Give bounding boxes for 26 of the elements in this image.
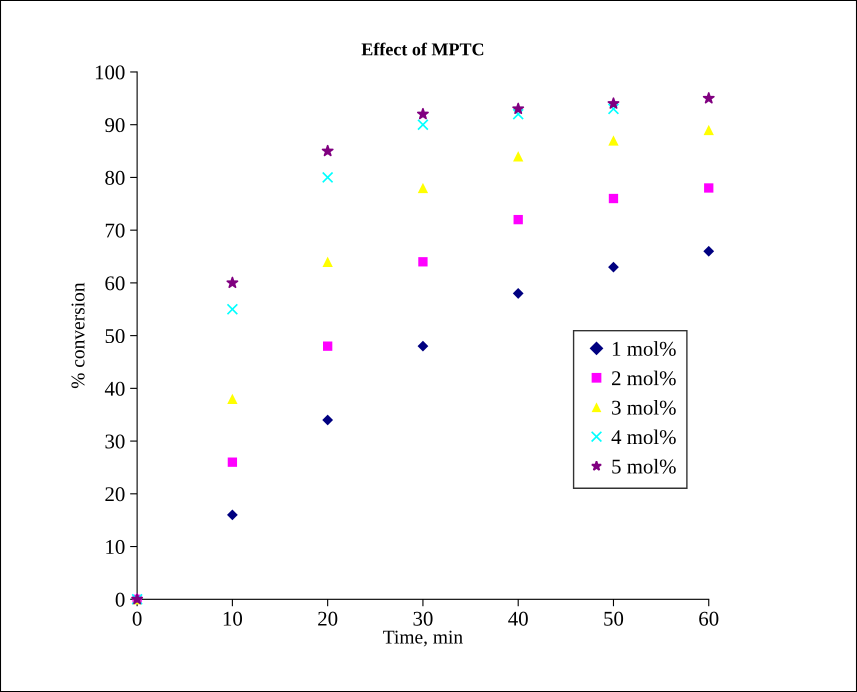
x-tick-label: 10 <box>224 612 242 626</box>
x-tick-label: 20 <box>318 612 338 626</box>
x-tick-label: 50 <box>604 612 624 626</box>
x-tick-label: 30 <box>414 612 433 626</box>
y-tick-label: 10 <box>106 540 125 554</box>
legend-label: 5 mol% <box>612 458 676 474</box>
y-tick-label: 20 <box>105 487 125 502</box>
x-tick-label: 0 <box>132 612 142 626</box>
y-tick-label: 90 <box>105 118 125 132</box>
legend-label: 1 mol% <box>612 341 676 356</box>
y-tick-label: 70 <box>106 224 125 238</box>
legend-label: 3 mol% <box>612 400 676 415</box>
x-axis-title: Time, min <box>383 630 463 646</box>
y-tick-label: 100 <box>96 65 125 80</box>
legend-label: 4 mol% <box>611 429 676 444</box>
x-tick-label: 40 <box>508 612 528 626</box>
y-tick-label: 60 <box>105 276 125 290</box>
y-tick-label: 40 <box>104 382 125 396</box>
y-tick-label: 80 <box>105 170 125 185</box>
y-axis-title: % conversion <box>71 282 85 388</box>
x-tick-label: 60 <box>699 612 718 626</box>
y-tick-label: 50 <box>106 328 125 344</box>
y-tick-label: 30 <box>105 434 125 449</box>
chart-title: Effect of MPTC <box>362 42 484 56</box>
legend-label: 2 mol% <box>612 370 676 386</box>
y-tick-label: 0 <box>116 592 125 607</box>
